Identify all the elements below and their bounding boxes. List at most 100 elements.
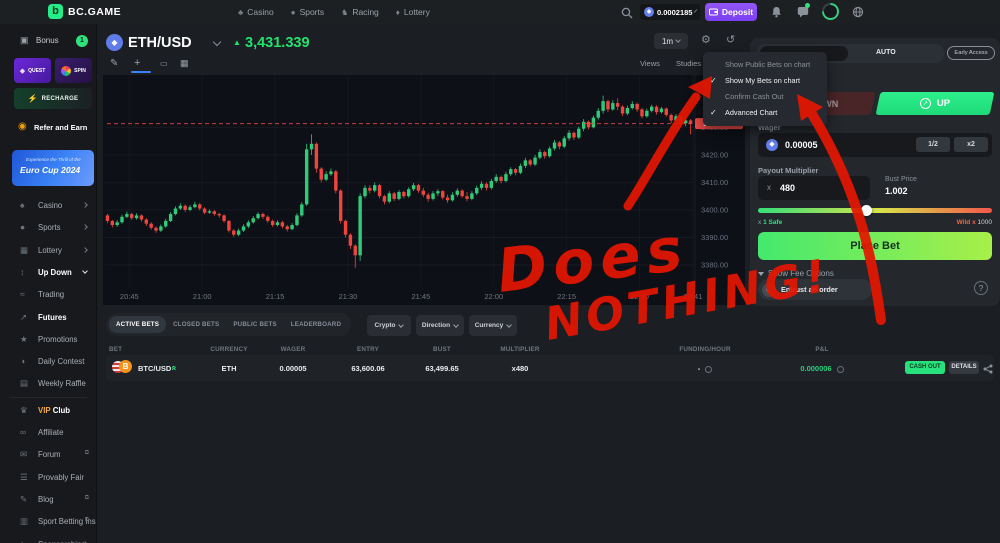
balance-value: 0.0002185: [657, 7, 693, 17]
bcgame-logo-icon[interactable]: b: [48, 4, 63, 19]
entrust-order-button[interactable]: ☺ Entrust an order: [758, 279, 872, 300]
sidebar-item-up-down-icon: ↕: [20, 266, 25, 277]
pair-chevron-down-icon[interactable]: [212, 37, 222, 47]
sidebar-item-up-down[interactable]: ↕ Up Down: [0, 263, 96, 283]
lottery-icon: ♦: [395, 7, 400, 17]
interval-selector[interactable]: 1m: [654, 33, 688, 49]
menu-item-advanced-chart[interactable]: ✓ Advanced Chart: [703, 105, 827, 121]
tab-closed-bets[interactable]: CLOSED BETS: [173, 321, 220, 328]
sidebar-item-affiliate[interactable]: ∞ Affiliate: [0, 423, 96, 443]
payout-multiplier-value[interactable]: 480: [780, 183, 796, 193]
show-fee-options-toggle[interactable]: Show Fee Options: [758, 269, 834, 278]
candlestick-chart[interactable]: 20:45 21:00 21:15 21:30 21:45 22:00 22:15 22:30…: [103, 75, 745, 305]
y-axis-tick: 3410.00: [701, 178, 728, 187]
crosshair-tool-icon[interactable]: +: [134, 57, 141, 69]
chart-settings-icon[interactable]: ⚙: [701, 34, 711, 46]
tab-auto[interactable]: AUTO: [876, 49, 896, 56]
search-icon[interactable]: [621, 6, 633, 24]
share-icon[interactable]: [983, 361, 993, 379]
details-button[interactable]: DETAILS: [949, 361, 979, 374]
cash-out-button[interactable]: CASH OUT: [905, 361, 945, 374]
bust-price-label: Bust Price: [885, 176, 917, 183]
bcgame-logo-text[interactable]: BC.GAME: [68, 6, 122, 18]
topnav-label: Sports: [299, 7, 325, 17]
sidebar-item-promotions[interactable]: ★ Promotions: [0, 330, 96, 350]
sidebar-item-futures[interactable]: ↗ Futures: [0, 308, 96, 328]
sidebar-item-provably-fair[interactable]: ☰ Provably Fair: [0, 468, 96, 488]
menu-item-show-my-bets-on-chart[interactable]: ✓ Show My Bets on chart: [703, 73, 827, 89]
balance-selector[interactable]: ◆ 0.0002185: [640, 4, 700, 20]
info-icon[interactable]: [836, 365, 844, 373]
sidebar-item-bonus[interactable]: ▣ Bonus 1: [0, 32, 96, 52]
views-menu[interactable]: Views: [640, 59, 660, 68]
sidebar-item-label: Blog: [38, 494, 54, 504]
check-icon: ✓: [710, 76, 717, 85]
topnav-item-casino[interactable]: ♣ Casino: [238, 7, 274, 17]
cell-pair: BTC/USD: [138, 364, 172, 373]
filter-currency[interactable]: Currency: [469, 315, 517, 336]
payout-multiplier-input[interactable]: x 480: [758, 176, 870, 200]
place-bet-button[interactable]: Place Bet: [758, 232, 992, 260]
tab-public-bets[interactable]: PUBLIC BETS: [233, 321, 277, 328]
check-icon: ✓: [710, 108, 717, 117]
help-icon[interactable]: ?: [974, 281, 988, 295]
wager-input[interactable]: ◆ 0.00005 1/2 x2: [758, 133, 992, 157]
wager-value[interactable]: 0.00005: [785, 140, 818, 150]
grid-tool-icon[interactable]: ▦: [180, 58, 189, 68]
sidebar-item-forum[interactable]: ✉ Forum ⧉: [0, 445, 96, 465]
chat-icon[interactable]: [797, 5, 809, 23]
chart-history-icon[interactable]: ↺: [726, 34, 736, 46]
external-link-icon: ⧉: [84, 517, 89, 524]
tab-active-bets[interactable]: ACTIVE BETS: [109, 316, 167, 333]
double-wager-button[interactable]: x2: [954, 137, 988, 152]
sidebar-item-refer-and-earn[interactable]: ◉ Refer and Earn: [0, 118, 96, 138]
filter-crypto[interactable]: Crypto: [367, 315, 411, 336]
studies-menu[interactable]: Studies: [676, 59, 702, 68]
euro-cup-banner[interactable]: Experience the Thrill of the Euro Cup 20…: [12, 150, 94, 186]
topnav-item-lottery[interactable]: ♦ Lottery: [396, 7, 430, 17]
sidebar-item-label: Sports: [38, 223, 61, 233]
avatar[interactable]: [822, 3, 839, 20]
bell-icon[interactable]: [771, 5, 782, 23]
topnav-item-sports[interactable]: ● Sports: [291, 7, 324, 17]
menu-item-show-public-bets-on-chart[interactable]: Show Public Bets on chart: [725, 60, 811, 69]
topnav-item-racing[interactable]: ♞ Racing: [341, 7, 379, 17]
x-axis-tick: 22:15: [557, 292, 576, 301]
sidebar-item-daily-contest[interactable]: ◑ Daily Contest: [0, 352, 96, 372]
sidebar-item-sports[interactable]: ● Sports: [0, 218, 96, 238]
support-icon[interactable]: [852, 5, 864, 23]
tab-leaderboard[interactable]: LEADERBOARD: [290, 321, 342, 328]
payout-slider[interactable]: [758, 205, 992, 216]
sidebar-item-vip-club[interactable]: ♛ VIP Club: [0, 401, 96, 421]
racing-icon: ♞: [341, 7, 349, 17]
quest-button[interactable]: ◆ QUEST: [14, 58, 51, 83]
early-access-badge[interactable]: Early Access: [947, 46, 995, 60]
cell-wager: 0.00005: [279, 364, 307, 373]
spin-button[interactable]: SPIN: [55, 58, 92, 83]
sidebar-item-sport-betting-insig[interactable]: ▥ Sport Betting Insig...⧉: [0, 512, 96, 532]
sidebar-item-casino[interactable]: ♠ Casino: [0, 196, 96, 216]
sidebar-item-promotions-icon: ★: [20, 333, 28, 344]
menu-item-confirm-cash-out[interactable]: Confirm Cash Out: [725, 92, 784, 101]
deposit-button[interactable]: Deposit: [705, 3, 757, 21]
pair-symbol[interactable]: ETH/USD: [128, 35, 192, 51]
refer-label: Refer and Earn: [34, 123, 88, 132]
table-row[interactable]: [106, 355, 994, 381]
info-icon[interactable]: [705, 365, 713, 373]
recharge-button[interactable]: ⚡ RECHARGE: [14, 88, 92, 109]
sidebar-item-blog[interactable]: ✎ Blog ⧉: [0, 490, 96, 510]
sidebar-item-lottery[interactable]: ▦ Lottery: [0, 241, 96, 261]
draw-tool-icon[interactable]: ✎: [110, 58, 119, 69]
comment-tool-icon[interactable]: ▭: [160, 59, 168, 68]
sidebar-item-provably-fair-icon: ☰: [20, 471, 28, 482]
x-axis-tick: 22:41: [684, 292, 703, 301]
sidebar-item-trading[interactable]: ≈ Trading: [0, 285, 96, 305]
slider-handle[interactable]: [860, 205, 872, 216]
filter-direction[interactable]: Direction: [416, 315, 464, 336]
sidebar-item-sponsorships[interactable]: ♦ Sponsorships: [0, 535, 96, 543]
sidebar-item-weekly-raffle[interactable]: ▤ Weekly Raffle: [0, 374, 96, 394]
sidebar: ▣ Bonus 1 ◆ QUEST SPIN ⚡ RECHARGE ◉ Refe…: [0, 24, 97, 543]
half-wager-button[interactable]: 1/2: [916, 137, 950, 152]
up-button[interactable]: ↗ UP: [875, 92, 995, 115]
